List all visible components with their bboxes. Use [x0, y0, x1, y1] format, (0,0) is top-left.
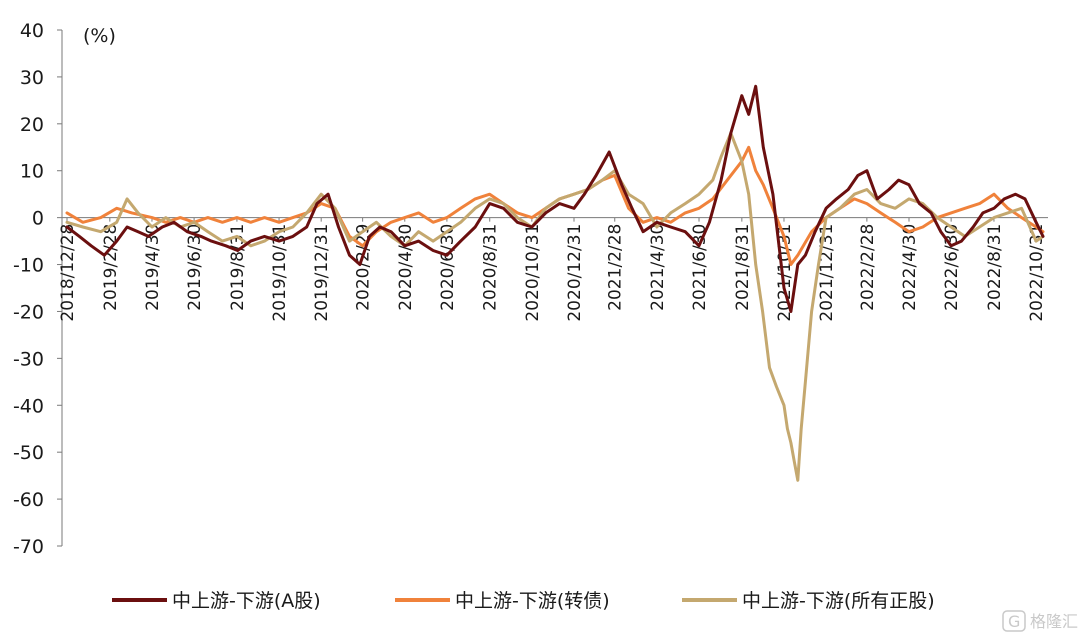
y-tick-label: 10 — [20, 161, 44, 183]
y-tick-label: -10 — [13, 255, 44, 277]
y-tick-label: -60 — [13, 489, 44, 511]
x-tick-label: 2019/2/28 — [101, 224, 121, 311]
x-tick-label: 2019/10/31 — [270, 224, 290, 322]
y-tick-label: 40 — [20, 20, 44, 42]
y-tick-label: -40 — [13, 395, 44, 417]
y-unit-label: (%) — [83, 25, 116, 47]
watermark: G 格隆汇 — [1002, 610, 1078, 632]
y-axis: 40 30 20 10 0 -10 -20 -30 -40 -50 -60 -70 — [13, 20, 63, 558]
x-tick-label: 2019/12/31 — [312, 224, 332, 322]
watermark-logo-icon: G — [1008, 612, 1020, 631]
x-tick-label: 2020/10/31 — [523, 224, 543, 322]
series-lines — [65, 84, 1045, 482]
series-line-1 — [65, 84, 1045, 313]
x-tick-label: 2021/4/30 — [648, 224, 668, 311]
x-tick-label: 2021/6/30 — [690, 224, 710, 311]
series-line-3 — [65, 131, 1045, 482]
x-tick-label: 2020/12/31 — [565, 224, 585, 322]
y-tick-label: -50 — [13, 442, 44, 464]
x-tick-label: 2021/12/31 — [817, 224, 837, 322]
legend-label: 中上游-下游(A股) — [172, 590, 321, 612]
x-tick-label: 2021/8/31 — [733, 224, 753, 311]
x-tick-label: 2022/4/30 — [900, 224, 920, 311]
watermark-text: 格隆汇 — [1030, 612, 1078, 631]
y-tick-label: -70 — [13, 536, 44, 558]
x-tick-label: 2019/6/30 — [185, 224, 205, 311]
legend: 中上游-下游(A股) 中上游-下游(转债) 中上游-下游(所有正股) — [112, 590, 935, 612]
x-tick-label: 2022/6/30 — [942, 224, 962, 311]
x-tick-label: 2018/12/28 — [58, 224, 78, 322]
x-tick-label: 2022/2/28 — [858, 224, 878, 311]
x-tick-label: 2022/8/31 — [985, 224, 1005, 311]
x-tick-label: 2020/8/31 — [481, 224, 501, 311]
x-axis: 2018/12/28 2019/2/28 2019/4/30 2019/6/30 201… — [58, 217, 1048, 322]
x-tick-label: 2021/2/28 — [606, 224, 626, 311]
watermark-badge — [1002, 610, 1026, 632]
x-tick-label: 2020/6/30 — [438, 224, 458, 311]
y-tick-label: -20 — [13, 301, 44, 323]
legend-label: 中上游-下游(转债) — [455, 590, 610, 612]
x-tick-label: 2020/4/30 — [396, 224, 416, 311]
legend-label: 中上游-下游(所有正股) — [742, 590, 935, 612]
y-tick-label: -30 — [13, 348, 44, 370]
y-tick-label: 30 — [20, 67, 44, 89]
x-tick-label: 2019/4/30 — [143, 224, 163, 311]
y-tick-label: 0 — [32, 208, 44, 230]
x-tick-label: 2020/2/29 — [354, 224, 374, 311]
x-tick-label: 2022/10/31 — [1027, 224, 1047, 322]
y-tick-label: 20 — [20, 114, 44, 136]
